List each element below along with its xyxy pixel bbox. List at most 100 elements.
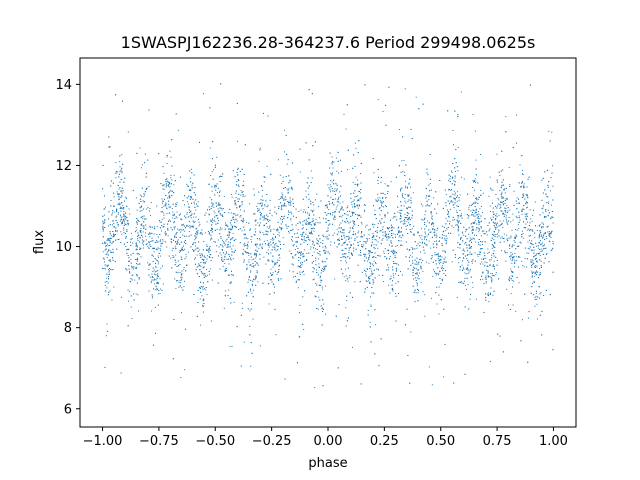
data-point [206, 294, 208, 296]
data-point [244, 144, 246, 146]
data-point [527, 221, 529, 223]
data-point [163, 172, 165, 174]
data-point [121, 218, 123, 220]
data-point [235, 202, 237, 204]
data-point [121, 171, 123, 173]
data-point [374, 247, 376, 249]
data-point [182, 224, 184, 226]
data-point [384, 232, 386, 234]
data-point [208, 206, 210, 208]
data-point [116, 171, 118, 173]
data-point [530, 229, 532, 231]
data-point [442, 207, 444, 209]
data-point [374, 353, 376, 355]
data-point [237, 174, 239, 176]
data-point [113, 211, 115, 213]
data-point [105, 246, 107, 248]
data-point [496, 226, 498, 228]
data-point [357, 207, 359, 209]
data-point [309, 239, 311, 241]
data-point [485, 282, 487, 284]
data-point [302, 253, 304, 255]
data-point [281, 196, 283, 198]
data-point [145, 224, 147, 226]
data-point [386, 185, 388, 187]
data-point [310, 228, 312, 230]
data-point [385, 196, 387, 198]
data-point [167, 229, 169, 231]
data-point [174, 245, 176, 247]
data-point [360, 235, 362, 237]
data-point [459, 281, 461, 283]
data-point [503, 213, 505, 215]
data-point [394, 273, 396, 275]
data-point [194, 220, 196, 222]
data-point [187, 251, 189, 253]
data-point [170, 174, 172, 176]
data-point [458, 262, 460, 264]
data-point [300, 243, 302, 245]
data-point [411, 256, 413, 258]
data-point [224, 244, 226, 246]
data-point [375, 263, 377, 265]
data-point [414, 267, 416, 269]
data-point [345, 257, 347, 259]
data-point [191, 187, 193, 189]
data-point [386, 257, 388, 259]
data-point [117, 203, 119, 205]
data-point [259, 218, 261, 220]
data-point [405, 202, 407, 204]
data-point [443, 268, 445, 269]
data-point [435, 212, 437, 214]
data-point [321, 324, 323, 326]
data-point [120, 202, 122, 204]
data-point [272, 239, 274, 241]
data-point [130, 244, 132, 246]
data-point [531, 270, 533, 272]
data-point [259, 230, 261, 232]
data-point [417, 243, 419, 245]
data-point [234, 221, 236, 223]
data-point [292, 202, 294, 204]
data-point [422, 260, 424, 262]
data-point [120, 206, 122, 208]
data-point [259, 222, 261, 224]
data-point [412, 233, 414, 235]
data-point [230, 224, 232, 226]
data-point [200, 265, 202, 267]
data-point [287, 192, 289, 194]
data-point [150, 282, 152, 284]
data-point [156, 277, 158, 279]
data-point [107, 238, 109, 240]
data-point [302, 198, 304, 200]
data-point [510, 258, 512, 260]
data-point [176, 240, 178, 242]
data-point [347, 214, 349, 216]
data-point [545, 247, 547, 249]
data-point [278, 199, 280, 201]
data-point [356, 205, 358, 207]
data-point [438, 313, 440, 315]
data-point [128, 300, 129, 302]
data-point [543, 217, 545, 219]
data-point [474, 252, 476, 254]
data-point [149, 236, 151, 238]
data-point [215, 189, 217, 191]
data-point [120, 231, 122, 233]
data-point [111, 235, 113, 237]
data-point [149, 210, 151, 212]
data-point [245, 244, 247, 246]
data-point [308, 237, 310, 239]
data-point [314, 387, 316, 389]
data-point [159, 293, 161, 295]
data-point [547, 214, 549, 216]
data-point [332, 172, 334, 174]
data-point [420, 237, 422, 239]
data-point [126, 252, 128, 254]
data-point [270, 241, 272, 243]
data-point [206, 255, 208, 257]
data-point [498, 231, 500, 233]
data-point [458, 215, 460, 217]
data-point [156, 233, 158, 235]
data-point [452, 130, 454, 131]
